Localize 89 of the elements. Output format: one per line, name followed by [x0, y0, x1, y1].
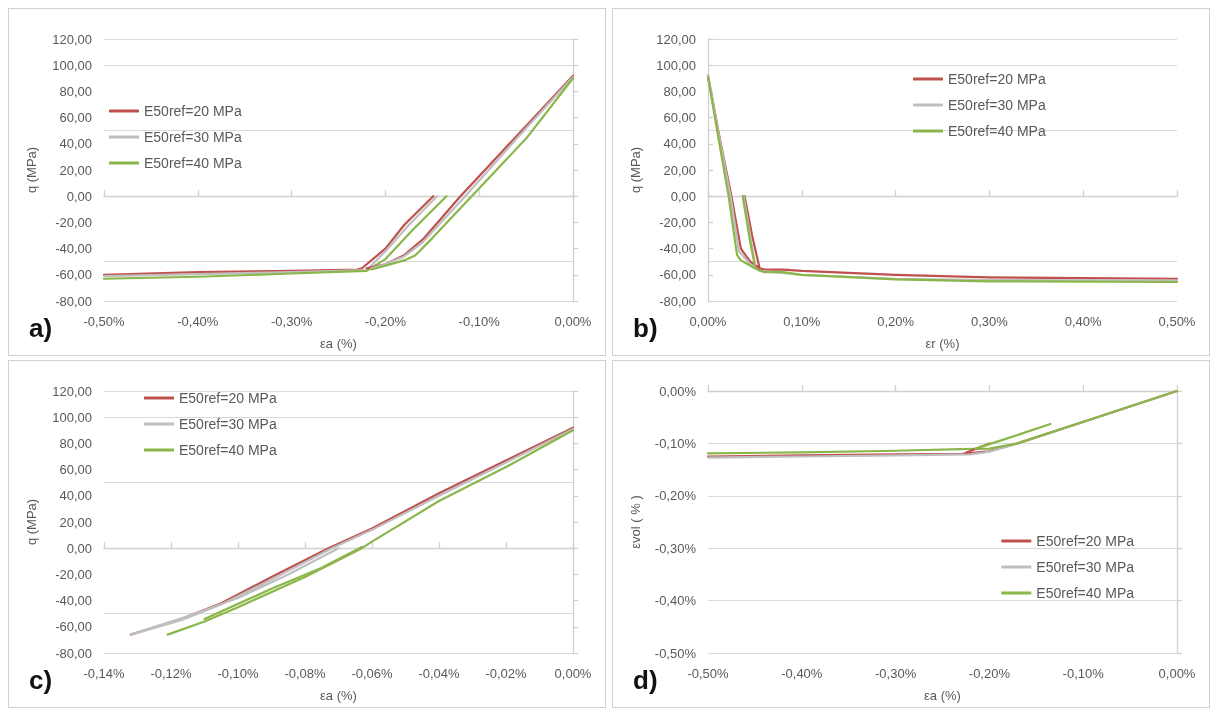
x-tick-label: -0,40%: [781, 666, 823, 681]
y-tick-label: -20,00: [659, 214, 696, 230]
y-tick-label: -60,00: [659, 267, 696, 283]
x-tick-label: -0,04%: [418, 666, 461, 681]
x-tick-label: -0,50%: [687, 666, 730, 681]
y-tick-label: 0,00: [66, 188, 92, 204]
legend-label: E50ref=30 MPa: [179, 416, 277, 432]
y-tick-label: 0,00: [670, 188, 696, 204]
y-tick-label: 100,00: [656, 57, 696, 73]
x-tick-label: 0,00%: [554, 314, 592, 329]
y-tick-label: 80,00: [59, 83, 92, 99]
text: c): [29, 665, 53, 695]
legend-label: E50ref=20 MPa: [948, 71, 1046, 87]
y-tick-label: 80,00: [59, 435, 92, 451]
legend-label: E50ref=20 MPa: [144, 103, 242, 119]
y-tick-label: -40,00: [659, 241, 696, 257]
x-tick-label: 0,50%: [1158, 314, 1196, 329]
x-tick-label: -0,08%: [284, 666, 327, 681]
x-tick-label: -0,20%: [364, 314, 407, 329]
y-axis-title: q (MPa): [24, 146, 39, 194]
x-tick-label: 0,00%: [554, 666, 592, 681]
y-tick-label: 60,00: [663, 110, 696, 126]
y-tick-label: 60,00: [59, 462, 92, 478]
legend-label: E50ref=20 MPa: [1036, 533, 1135, 549]
y-tick-label: 120,00: [656, 31, 696, 47]
legend-label: E50ref=20 MPa: [179, 390, 277, 406]
y-tick-label: 60,00: [59, 110, 92, 126]
legend-label: E50ref=40 MPa: [1036, 585, 1135, 601]
legend-label: E50ref=40 MPa: [179, 442, 277, 458]
y-tick-label: -60,00: [55, 267, 92, 283]
y-tick-label: 40,00: [663, 136, 696, 152]
y-tick-label: 120,00: [52, 31, 92, 47]
x-axis-title: εa (%): [320, 688, 357, 703]
y-tick-label: 120,00: [52, 383, 92, 399]
x-tick-label: -0,10%: [458, 314, 501, 329]
legend-label: E50ref=30 MPa: [1036, 559, 1135, 575]
x-axis-title: εa (%): [924, 688, 961, 703]
x-tick-label: 0,30%: [970, 314, 1009, 329]
y-tick-label: -0,30%: [654, 540, 697, 556]
legend-label: E50ref=40 MPa: [948, 123, 1046, 139]
y-tick-label: -60,00: [55, 619, 92, 635]
x-tick-label: -0,30%: [271, 314, 313, 329]
y-tick-label: 100,00: [52, 409, 92, 425]
x-tick-label: -0,10%: [1062, 666, 1105, 681]
x-tick-label: -0,02%: [485, 666, 528, 681]
y-tick-label: 100,00: [52, 57, 92, 73]
y-tick-label: -80,00: [55, 645, 92, 661]
text: a): [29, 313, 53, 343]
x-tick-label: 0,20%: [877, 314, 915, 329]
y-tick-label: -0,20%: [654, 488, 697, 504]
x-tick-label: -0,06%: [351, 666, 394, 681]
text: d): [633, 665, 658, 695]
y-tick-label: -0,10%: [654, 435, 697, 451]
x-tick-label: -0,14%: [83, 666, 126, 681]
y-tick-label: 20,00: [59, 162, 92, 178]
y-tick-label: 40,00: [59, 488, 92, 504]
y-tick-label: -80,00: [55, 293, 92, 309]
y-tick-label: 80,00: [663, 83, 696, 99]
x-tick-label: 0,40%: [1064, 314, 1103, 329]
y-tick-label: 0,00%: [659, 383, 697, 399]
y-tick-label: -40,00: [55, 593, 92, 609]
y-tick-label: -20,00: [55, 566, 92, 582]
x-axis-title: εa (%): [320, 336, 357, 351]
y-tick-label: -80,00: [659, 293, 696, 309]
y-axis-title: q (MPa): [24, 498, 39, 546]
x-tick-label: 0,10%: [783, 314, 821, 329]
y-tick-label: 0,00: [66, 540, 92, 556]
x-tick-label: -0,20%: [968, 666, 1011, 681]
y-tick-label: -0,50%: [654, 645, 697, 661]
y-tick-label: -0,40%: [654, 593, 697, 609]
x-tick-label: -0,50%: [83, 314, 126, 329]
x-tick-label: 0,00%: [1158, 666, 1196, 681]
x-tick-label: -0,12%: [150, 666, 193, 681]
x-axis-title: εr (%): [925, 336, 960, 351]
y-axis-title: q (MPa): [628, 146, 643, 194]
legend-label: E50ref=30 MPa: [948, 97, 1046, 113]
y-axis-title: εvol ( % ): [628, 495, 643, 549]
x-tick-label: -0,30%: [875, 666, 917, 681]
y-tick-label: 20,00: [663, 162, 696, 178]
y-tick-label: -40,00: [55, 241, 92, 257]
legend-label: E50ref=30 MPa: [144, 129, 242, 145]
y-tick-label: 20,00: [59, 514, 92, 530]
x-tick-label: -0,10%: [217, 666, 260, 681]
text: b): [633, 313, 658, 343]
legend-label: E50ref=40 MPa: [144, 155, 242, 171]
x-tick-label: -0,40%: [177, 314, 219, 329]
x-tick-label: 0,00%: [689, 314, 727, 329]
y-tick-label: -20,00: [55, 214, 92, 230]
y-tick-label: 40,00: [59, 136, 92, 152]
